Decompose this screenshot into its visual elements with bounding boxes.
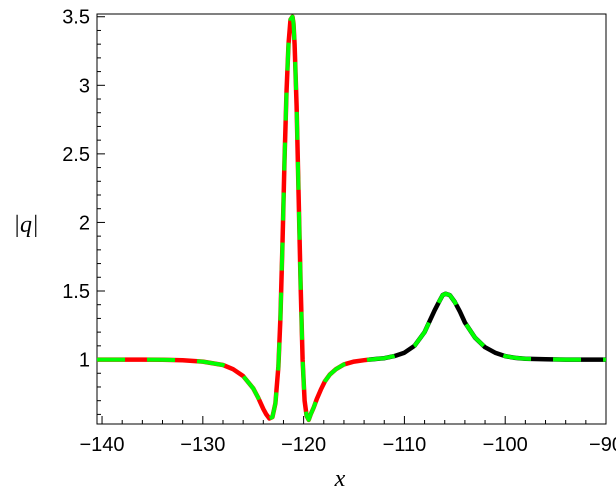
series-line-1 [97, 14, 370, 423]
x-tick-label: −130 [180, 434, 225, 456]
y-tick-label: 2 [79, 212, 90, 234]
x-tick-label: −120 [281, 434, 326, 456]
y-tick-label: 3 [79, 75, 90, 97]
plot-frame [96, 13, 607, 425]
y-axis-label: |q| [13, 212, 38, 238]
series-group [97, 14, 606, 423]
series-line-3 [97, 14, 606, 422]
series-line-2 [368, 291, 606, 362]
y-tick-label: 1 [79, 350, 90, 372]
x-tick-label: −100 [483, 434, 528, 456]
y-tick-label: 1.5 [62, 281, 90, 303]
x-tick-label: −110 [383, 434, 427, 456]
y-axis-ticks: 1 1.5 2 2.5 3 3.5 [62, 7, 105, 415]
x-axis-label: x [334, 466, 346, 492]
y-tick-label: 2.5 [62, 144, 90, 166]
x-tick-label: −90 [589, 434, 616, 456]
x-tick-label: −140 [80, 434, 125, 456]
y-tick-label: 3.5 [62, 7, 90, 29]
x-axis-ticks: −140 −130 −120 −110 −100 −90 [80, 416, 616, 456]
